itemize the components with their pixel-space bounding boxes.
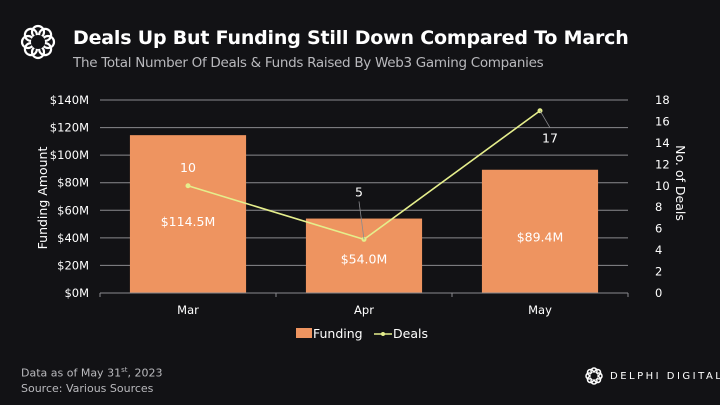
- deals-label-leader: [358, 201, 365, 240]
- y2-tick-label: 10: [655, 179, 670, 193]
- y-tick-label: $20M: [57, 258, 89, 272]
- deals-point-mar: [185, 183, 191, 189]
- brand-name: DELPHI DIGITAL: [610, 370, 720, 382]
- y2-tick-label: 8: [655, 200, 662, 214]
- x-tick-label: Apr: [354, 303, 374, 317]
- delphi-logo-icon: [20, 24, 56, 60]
- data-labels: $114.5M $54.0M $89.4M 10 5 17: [161, 110, 564, 267]
- y2-axis-title: No. of Deals: [673, 145, 688, 221]
- y-axis-left: $0M $20M $40M $60M $80M $100M $120M $140M: [50, 93, 89, 300]
- y2-tick-label: 4: [655, 243, 662, 257]
- deals-data-label: 5: [355, 184, 363, 199]
- data-date-note: Data as of May 31st, 2023: [21, 366, 163, 380]
- y-tick-label: $0M: [64, 286, 89, 300]
- y2-tick-label: 0: [655, 286, 662, 300]
- y-tick-label: $140M: [50, 93, 89, 107]
- y2-tick-label: 2: [655, 265, 662, 279]
- legend-funding-swatch: [296, 328, 312, 338]
- legend-deals-label: Deals: [393, 326, 428, 341]
- y-axis-title: Funding Amount: [35, 147, 50, 250]
- funding-bar-may: [481, 169, 599, 293]
- deals-data-label: 10: [180, 160, 196, 175]
- x-axis: Mar Apr May: [99, 292, 629, 317]
- deals-label-leader: [539, 110, 551, 128]
- y2-tick-label: 14: [655, 136, 670, 150]
- y-tick-label: $60M: [57, 203, 89, 217]
- delphi-brand-logo-icon: [585, 367, 603, 385]
- legend: Funding Deals: [296, 326, 428, 341]
- y-tick-label: $100M: [50, 148, 89, 162]
- legend-deals-marker: [381, 332, 385, 336]
- funding-data-label: $54.0M: [341, 252, 388, 267]
- y2-tick-label: 12: [655, 157, 670, 171]
- funding-bar-mar: [129, 135, 247, 293]
- y2-tick-label: 16: [655, 114, 670, 128]
- chart-subtitle: The Total Number Of Deals & Funds Raised…: [73, 55, 544, 71]
- y-tick-label: $120M: [50, 121, 89, 135]
- source-note: Source: Various Sources: [21, 381, 154, 395]
- brand: DELPHI DIGITAL: [584, 365, 720, 387]
- deals-data-label: 17: [542, 131, 558, 146]
- legend-funding-label: Funding: [313, 326, 363, 341]
- y-axis-right: 0 2 4 6 8 10 12 14 16 18: [655, 93, 670, 300]
- x-tick-label: Mar: [177, 303, 199, 317]
- chart-title: Deals Up But Funding Still Down Compared…: [73, 27, 629, 49]
- x-tick-label: May: [528, 303, 552, 317]
- y2-tick-label: 18: [655, 93, 670, 107]
- y-tick-label: $80M: [57, 176, 89, 190]
- y2-tick-label: 6: [655, 222, 662, 236]
- funding-bars: [129, 135, 599, 293]
- funding-bar-apr: [305, 218, 423, 293]
- funding-data-label: $114.5M: [161, 214, 216, 229]
- y-tick-label: $40M: [57, 231, 89, 245]
- footnote: Data as of May 31st, 2023 Source: Variou…: [21, 363, 162, 396]
- funding-data-label: $89.4M: [517, 230, 564, 245]
